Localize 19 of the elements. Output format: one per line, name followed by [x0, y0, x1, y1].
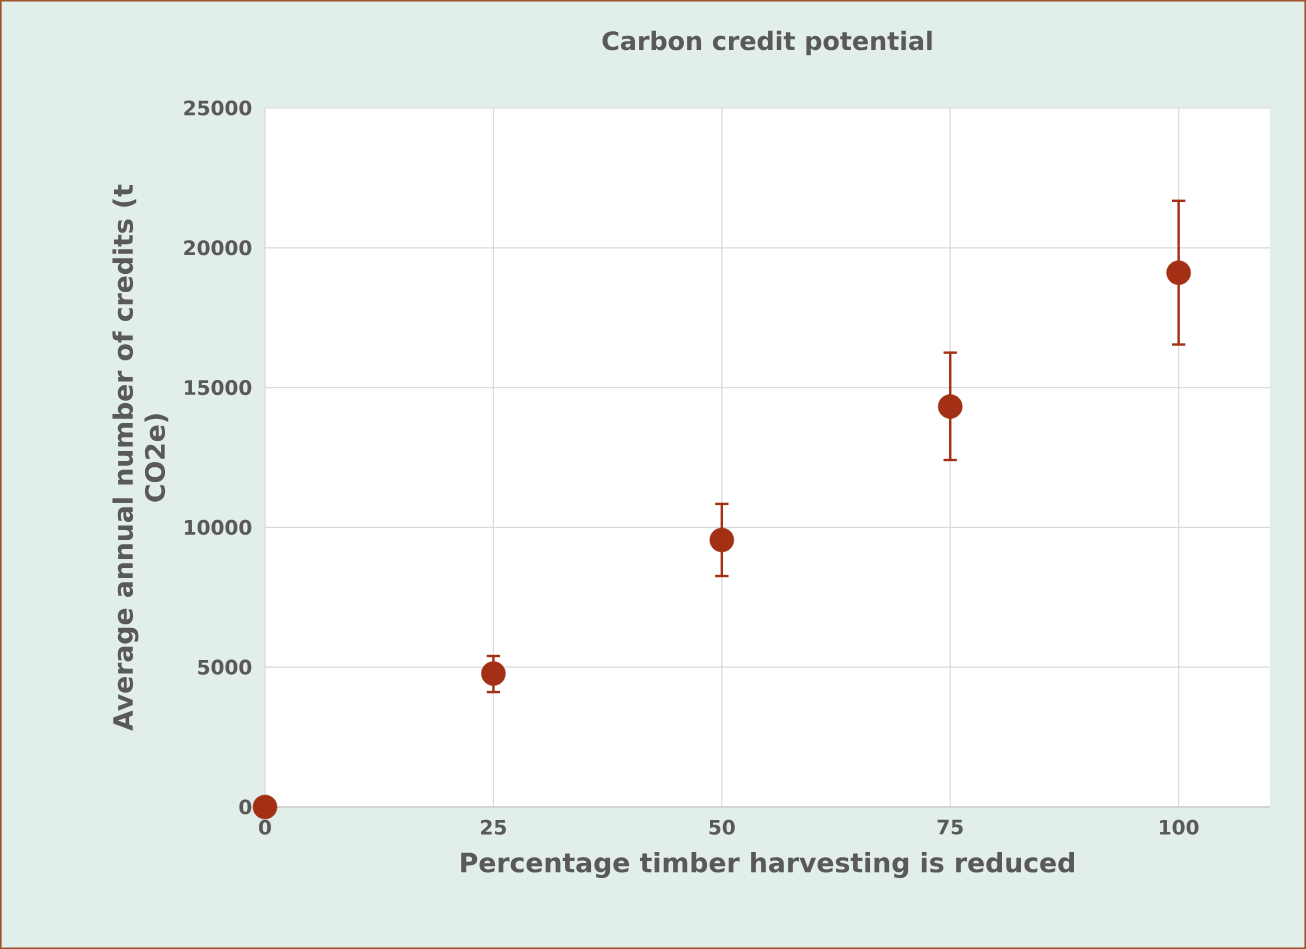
x-tick-label: 75 [937, 819, 963, 835]
x-axis-title: Percentage timber harvesting is reduced [461, 851, 1074, 878]
point [252, 794, 278, 820]
x-tick-label: 25 [481, 819, 506, 835]
y-tick-label: 0 [239, 799, 252, 815]
y-tick-label: 20000 [184, 240, 252, 256]
point [709, 527, 735, 553]
point [481, 661, 506, 686]
point [937, 394, 963, 419]
x-tick-label: 50 [709, 819, 735, 835]
x-tick-label: 100 [1160, 819, 1199, 835]
x-tick-label: 0 [259, 819, 271, 835]
y-tick-label: 5000 [198, 659, 252, 675]
chart-title: Carbon credit potential [602, 30, 932, 56]
y-tick-label: 15000 [184, 380, 252, 396]
y-tick-label: 25000 [184, 100, 252, 116]
point [1166, 260, 1191, 285]
y-axis-title: Average annual number of credits (t CO2e) [112, 184, 169, 731]
y-tick-label: 10000 [184, 519, 252, 535]
